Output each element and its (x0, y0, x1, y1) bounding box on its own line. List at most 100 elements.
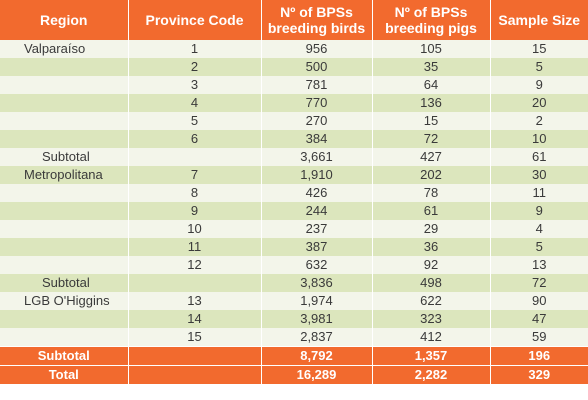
cell-province-code: 5 (128, 112, 262, 130)
cell-sample-size: 11 (490, 184, 588, 202)
cell-bps-birds: 500 (261, 58, 373, 76)
cell-bps-pigs: 29 (372, 220, 491, 238)
table-body: Valparaíso 1 956 105 15 2 500 35 5 3 781 64 9 4 770 136… (0, 40, 588, 347)
cell-bps-pigs: 136 (372, 94, 491, 112)
cell-province-code (128, 148, 262, 166)
table-row: Subtotal 3,836 498 72 (0, 274, 588, 292)
cell-province-code: 7 (128, 166, 262, 184)
cell-sample-size: 47 (490, 310, 588, 328)
cell-region: Total (0, 365, 129, 384)
cell-bps-pigs: 498 (372, 274, 491, 292)
cell-bps-birds: 3,981 (261, 310, 373, 328)
cell-region: Valparaíso (0, 40, 129, 58)
cell-region: Metropolitana (0, 166, 129, 184)
cell-province-code: 6 (128, 130, 262, 148)
cell-region (0, 238, 129, 256)
cell-province-code: 4 (128, 94, 262, 112)
cell-bps-birds: 3,836 (261, 274, 373, 292)
cell-bps-pigs: 61 (372, 202, 491, 220)
total-row: Total 16,289 2,282 329 (0, 365, 588, 384)
cell-bps-pigs: 72 (372, 130, 491, 148)
header-row: Region Province Code Nº of BPSs breeding… (0, 0, 588, 40)
cell-province-code (128, 365, 262, 384)
cell-region (0, 328, 129, 347)
cell-province-code: 11 (128, 238, 262, 256)
cell-province-code: 2 (128, 58, 262, 76)
cell-bps-birds: 1,910 (261, 166, 373, 184)
cell-bps-pigs: 622 (372, 292, 491, 310)
cell-sample-size: 10 (490, 130, 588, 148)
cell-bps-birds: 632 (261, 256, 373, 274)
cell-region (0, 112, 129, 130)
cell-sample-size: 4 (490, 220, 588, 238)
subtotal-row: Subtotal 8,792 1,357 196 (0, 346, 588, 366)
table-row: Metropolitana 7 1,910 202 30 (0, 166, 588, 184)
cell-region (0, 220, 129, 238)
cell-sample-size: 72 (490, 274, 588, 292)
cell-bps-birds: 387 (261, 238, 373, 256)
cell-bps-birds: 770 (261, 94, 373, 112)
cell-bps-birds: 16,289 (261, 365, 373, 384)
cell-bps-birds: 3,661 (261, 148, 373, 166)
cell-region (0, 202, 129, 220)
cell-region (0, 184, 129, 202)
cell-sample-size: 30 (490, 166, 588, 184)
cell-sample-size: 9 (490, 202, 588, 220)
header-bps-pigs: Nº of BPSs breeding pigs (372, 0, 491, 40)
header-sample-size: Sample Size (490, 0, 588, 40)
cell-region: Subtotal (0, 148, 129, 166)
cell-bps-pigs: 36 (372, 238, 491, 256)
cell-sample-size: 196 (490, 346, 588, 366)
table-footer: Subtotal 8,792 1,357 196 Total 16,289 2,282 329 (0, 346, 588, 384)
cell-bps-pigs: 427 (372, 148, 491, 166)
cell-bps-birds: 426 (261, 184, 373, 202)
cell-sample-size: 61 (490, 148, 588, 166)
cell-region (0, 256, 129, 274)
bps-table: Region Province Code Nº of BPSs breeding… (0, 0, 588, 384)
cell-bps-birds: 8,792 (261, 346, 373, 366)
table-row: LGB O'Higgins 13 1,974 622 90 (0, 292, 588, 310)
cell-region (0, 58, 129, 76)
table-row: 6 384 72 10 (0, 130, 588, 148)
table-row: 9 244 61 9 (0, 202, 588, 220)
cell-province-code (128, 274, 262, 292)
cell-bps-birds: 1,974 (261, 292, 373, 310)
cell-province-code: 15 (128, 328, 262, 347)
table-row: Valparaíso 1 956 105 15 (0, 40, 588, 58)
cell-sample-size: 15 (490, 40, 588, 58)
table-row: 3 781 64 9 (0, 76, 588, 94)
table-row: Subtotal 3,661 427 61 (0, 148, 588, 166)
cell-region (0, 76, 129, 94)
cell-province-code: 12 (128, 256, 262, 274)
cell-bps-birds: 237 (261, 220, 373, 238)
table-row: 14 3,981 323 47 (0, 310, 588, 328)
cell-bps-pigs: 2,282 (372, 365, 491, 384)
header-region: Region (0, 0, 129, 40)
cell-bps-pigs: 105 (372, 40, 491, 58)
cell-bps-pigs: 64 (372, 76, 491, 94)
cell-sample-size: 59 (490, 328, 588, 347)
cell-province-code: 10 (128, 220, 262, 238)
cell-bps-pigs: 412 (372, 328, 491, 347)
cell-province-code: 14 (128, 310, 262, 328)
cell-sample-size: 9 (490, 76, 588, 94)
table-row: 4 770 136 20 (0, 94, 588, 112)
table-row: 8 426 78 11 (0, 184, 588, 202)
table-row: 12 632 92 13 (0, 256, 588, 274)
cell-province-code: 13 (128, 292, 262, 310)
cell-region (0, 130, 129, 148)
cell-sample-size: 20 (490, 94, 588, 112)
table-row: 10 237 29 4 (0, 220, 588, 238)
table-row: 11 387 36 5 (0, 238, 588, 256)
cell-bps-birds: 270 (261, 112, 373, 130)
cell-bps-birds: 384 (261, 130, 373, 148)
header-province-code: Province Code (128, 0, 262, 40)
cell-province-code: 1 (128, 40, 262, 58)
cell-province-code: 8 (128, 184, 262, 202)
cell-bps-pigs: 15 (372, 112, 491, 130)
cell-province-code (128, 346, 262, 366)
table-row: 2 500 35 5 (0, 58, 588, 76)
cell-bps-pigs: 78 (372, 184, 491, 202)
cell-province-code: 9 (128, 202, 262, 220)
cell-bps-pigs: 92 (372, 256, 491, 274)
